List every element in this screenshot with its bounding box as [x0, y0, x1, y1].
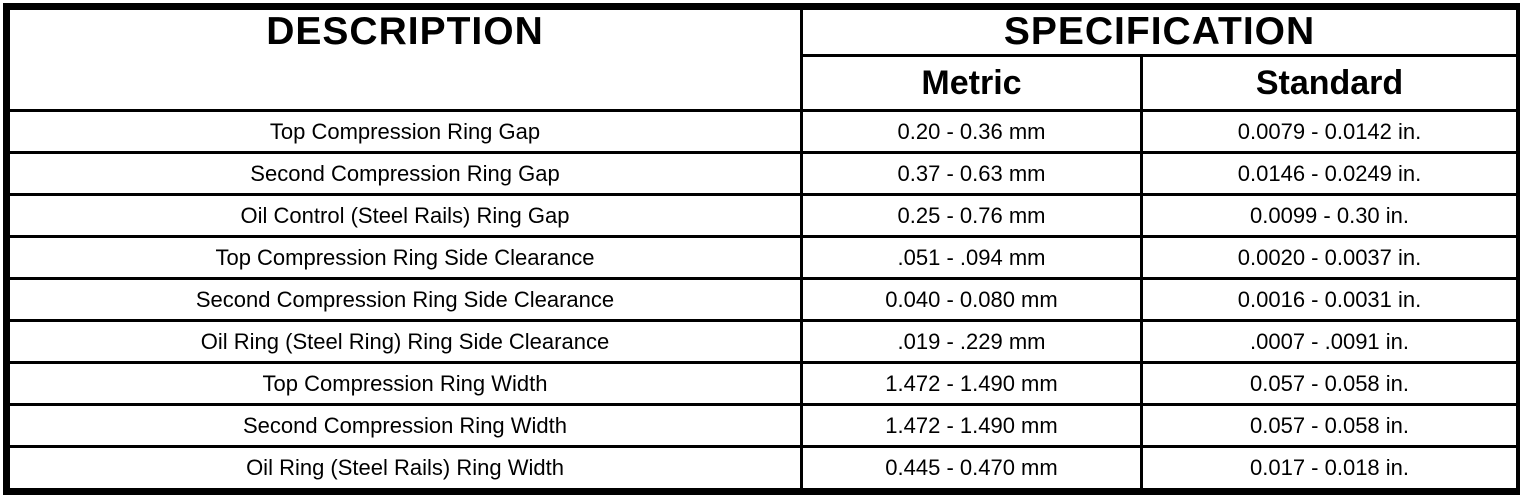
table-subheader-row: Metric Standard [7, 54, 1520, 112]
table-row: Top Compression Ring Width 1.472 - 1.490… [5, 361, 1520, 406]
cell-metric: 0.445 - 0.470 mm [800, 445, 1143, 493]
cell-metric: 0.20 - 0.36 mm [800, 109, 1143, 154]
cell-standard: 0.057 - 0.058 in. [1139, 361, 1520, 406]
cell-metric: 1.472 - 1.490 mm [800, 403, 1143, 448]
cell-standard: 0.0099 - 0.30 in. [1139, 193, 1520, 238]
cell-standard: 0.057 - 0.058 in. [1139, 403, 1520, 448]
table-row: Second Compression Ring Width 1.472 - 1.… [5, 403, 1520, 448]
table-row: Top Compression Ring Gap 0.20 - 0.36 mm … [5, 109, 1520, 154]
table-header-row: DESCRIPTION SPECIFICATION [5, 5, 1520, 112]
cell-metric: 1.472 - 1.490 mm [800, 361, 1143, 406]
table-row: Oil Ring (Steel Ring) Ring Side Clearanc… [5, 319, 1520, 364]
cell-metric: 0.040 - 0.080 mm [800, 277, 1143, 322]
table-row: Top Compression Ring Side Clearance .051… [5, 235, 1520, 280]
cell-standard: 0.0020 - 0.0037 in. [1139, 235, 1520, 280]
table-row: Second Compression Ring Side Clearance 0… [5, 277, 1520, 322]
cell-description: Oil Ring (Steel Ring) Ring Side Clearanc… [5, 319, 803, 364]
cell-description: Second Compression Ring Gap [5, 151, 803, 196]
header-standard: Standard [1139, 54, 1520, 112]
header-specification: SPECIFICATION [799, 5, 1520, 57]
table-row: Second Compression Ring Gap 0.37 - 0.63 … [5, 151, 1520, 196]
cell-standard: 0.0016 - 0.0031 in. [1139, 277, 1520, 322]
header-description: DESCRIPTION [5, 5, 803, 112]
cell-metric: 0.25 - 0.76 mm [800, 193, 1143, 238]
spec-table: DESCRIPTION SPECIFICATION Metric Standar… [3, 3, 1520, 495]
cell-metric: .051 - .094 mm [800, 235, 1143, 280]
cell-description: Second Compression Ring Width [5, 403, 803, 448]
cell-standard: 0.0079 - 0.0142 in. [1139, 109, 1520, 154]
cell-description: Top Compression Ring Side Clearance [5, 235, 803, 280]
cell-metric: .019 - .229 mm [800, 319, 1143, 364]
cell-description: Top Compression Ring Gap [5, 109, 803, 154]
cell-description: Second Compression Ring Side Clearance [5, 277, 803, 322]
cell-description: Oil Control (Steel Rails) Ring Gap [5, 193, 803, 238]
cell-standard: 0.017 - 0.018 in. [1139, 445, 1520, 493]
header-metric: Metric [800, 54, 1143, 112]
table-row: Oil Control (Steel Rails) Ring Gap 0.25 … [5, 193, 1520, 238]
table-row: Oil Ring (Steel Rails) Ring Width 0.445 … [5, 445, 1520, 493]
cell-description: Top Compression Ring Width [5, 361, 803, 406]
cell-standard: .0007 - .0091 in. [1139, 319, 1520, 364]
cell-description: Oil Ring (Steel Rails) Ring Width [5, 445, 803, 493]
cell-metric: 0.37 - 0.63 mm [800, 151, 1143, 196]
cell-standard: 0.0146 - 0.0249 in. [1139, 151, 1520, 196]
